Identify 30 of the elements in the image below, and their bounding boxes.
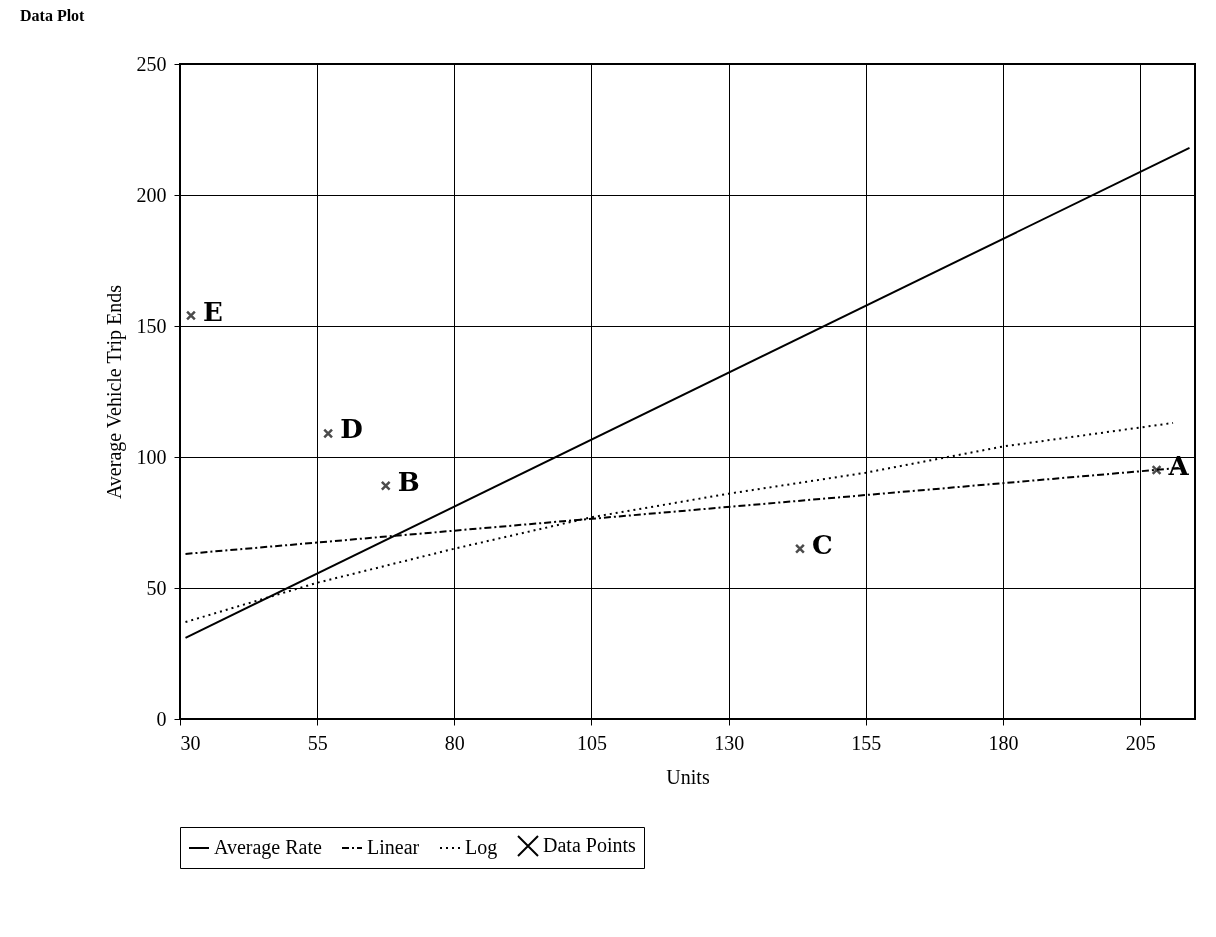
point — [1151, 464, 1162, 476]
x-tick-label: 205 — [1125, 731, 1156, 754]
x-tick-label: 180 — [988, 731, 1019, 754]
y-tick-label: 150 — [136, 314, 167, 337]
y-axis-title: Average Vehicle Trip Ends — [102, 284, 126, 500]
point — [323, 428, 334, 439]
annotation: B — [397, 466, 420, 497]
x-tick-label: 55 — [307, 731, 328, 754]
legend-label: Data Points — [543, 834, 636, 856]
x-tick-label: 30 — [180, 731, 201, 754]
text: Data Plot — [20, 7, 86, 24]
point — [794, 543, 806, 554]
y-tick-label: 250 — [136, 52, 167, 75]
annotation: E — [202, 296, 223, 327]
annotation: D — [340, 414, 363, 445]
legend-label: Linear — [367, 836, 420, 858]
x-tick-label: 155 — [851, 731, 882, 754]
x-tick-label: 105 — [576, 731, 607, 754]
x-tick-label: 80 — [444, 731, 465, 754]
y-tick-label: 200 — [136, 183, 167, 206]
y-tick-label: 0 — [156, 707, 167, 730]
x-axis-title: Units — [666, 765, 710, 788]
annotation: C — [811, 529, 833, 560]
point — [185, 310, 197, 321]
legend-label: Average Rate — [214, 836, 323, 859]
y-tick-label: 100 — [136, 445, 167, 468]
legend-label: Log — [465, 836, 498, 859]
y-tick-label: 50 — [146, 576, 167, 599]
x-tick-label: 130 — [714, 731, 745, 754]
point — [380, 480, 391, 491]
